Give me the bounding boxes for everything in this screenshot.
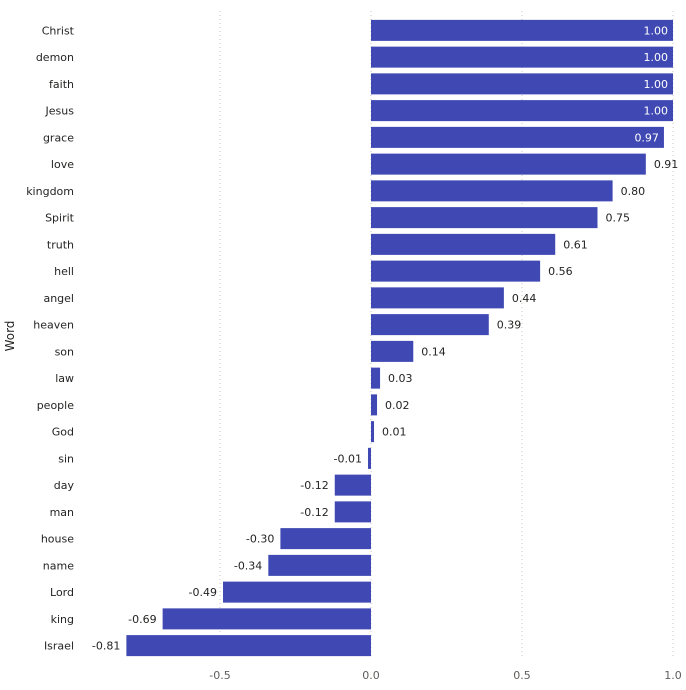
category-label: son (55, 345, 74, 358)
bar (268, 554, 371, 576)
x-tick-label: 0.5 (513, 669, 531, 682)
bar (371, 287, 504, 309)
bar (367, 447, 371, 469)
category-label: Christ (42, 24, 75, 37)
category-label: God (52, 426, 74, 439)
category-label: demon (36, 51, 74, 64)
data-label: -0.49 (189, 586, 217, 599)
x-tick-label: 1.0 (664, 669, 682, 682)
bar (371, 153, 646, 175)
y-axis-title: Word (3, 321, 17, 352)
data-label: 0.39 (497, 319, 522, 332)
category-label: kingdom (26, 185, 74, 198)
bar (280, 528, 371, 550)
bar (371, 340, 414, 362)
data-label: 1.00 (644, 24, 669, 37)
category-label: house (41, 533, 74, 546)
bar (371, 314, 489, 336)
bar (126, 635, 371, 657)
category-label: name (43, 559, 74, 572)
data-label: 0.91 (654, 158, 679, 171)
data-label: -0.12 (300, 479, 328, 492)
bar (371, 19, 673, 41)
bars (126, 19, 673, 657)
data-label: 0.80 (621, 185, 646, 198)
bar (371, 126, 664, 148)
data-label: 0.03 (388, 372, 413, 385)
category-label: law (55, 372, 74, 385)
bar (371, 100, 673, 122)
category-label: Lord (50, 586, 74, 599)
category-label: grace (43, 131, 74, 144)
category-label: faith (49, 78, 74, 91)
data-label: 0.14 (421, 345, 446, 358)
data-label: 0.97 (634, 131, 659, 144)
category-label: Jesus (45, 105, 75, 118)
bar (371, 260, 541, 282)
category-label: hell (54, 265, 74, 278)
category-label: love (51, 158, 74, 171)
bar (371, 233, 556, 255)
bar (371, 73, 673, 95)
bar (371, 421, 375, 443)
data-label: 0.02 (385, 399, 410, 412)
bar (162, 608, 371, 630)
data-label: -0.69 (128, 613, 156, 626)
data-label: -0.01 (334, 452, 362, 465)
bar (334, 474, 371, 496)
bar (371, 46, 673, 68)
data-label: 1.00 (644, 105, 669, 118)
bar (371, 394, 378, 416)
category-label: people (37, 399, 75, 412)
category-label: heaven (33, 319, 74, 332)
bar (371, 180, 613, 202)
data-label: 0.44 (512, 292, 537, 305)
data-label: -0.12 (300, 506, 328, 519)
x-tick-labels: -0.5 0.0 0.5 1.0 (209, 669, 681, 682)
category-label: man (50, 506, 74, 519)
data-label: -0.30 (246, 533, 274, 546)
category-label: angel (43, 292, 74, 305)
category-labels: Christ demon faith Jesus grace love kingdom Spi… (26, 24, 74, 652)
data-label: 1.00 (644, 51, 669, 64)
bar (371, 207, 598, 229)
data-label: 1.00 (644, 78, 669, 91)
category-label: sin (58, 452, 74, 465)
bar (223, 581, 371, 603)
category-label: Israel (44, 640, 74, 653)
category-label: truth (47, 238, 74, 251)
data-label: 0.01 (382, 426, 407, 439)
x-tick-label: -0.5 (209, 669, 230, 682)
data-label: 0.56 (548, 265, 573, 278)
bar (371, 367, 381, 389)
data-label: -0.81 (92, 640, 120, 653)
data-labels: 1.00 1.00 1.00 1.00 0.97 0.91 0.80 0.75 0.61 0.56… (92, 24, 678, 652)
category-label: day (54, 479, 75, 492)
data-label: -0.34 (234, 559, 262, 572)
x-tick-label: 0.0 (362, 669, 380, 682)
bar (334, 501, 371, 523)
category-label: Spirit (45, 212, 75, 225)
data-label: 0.75 (606, 212, 631, 225)
data-label: 0.61 (563, 238, 588, 251)
category-label: king (51, 613, 74, 626)
